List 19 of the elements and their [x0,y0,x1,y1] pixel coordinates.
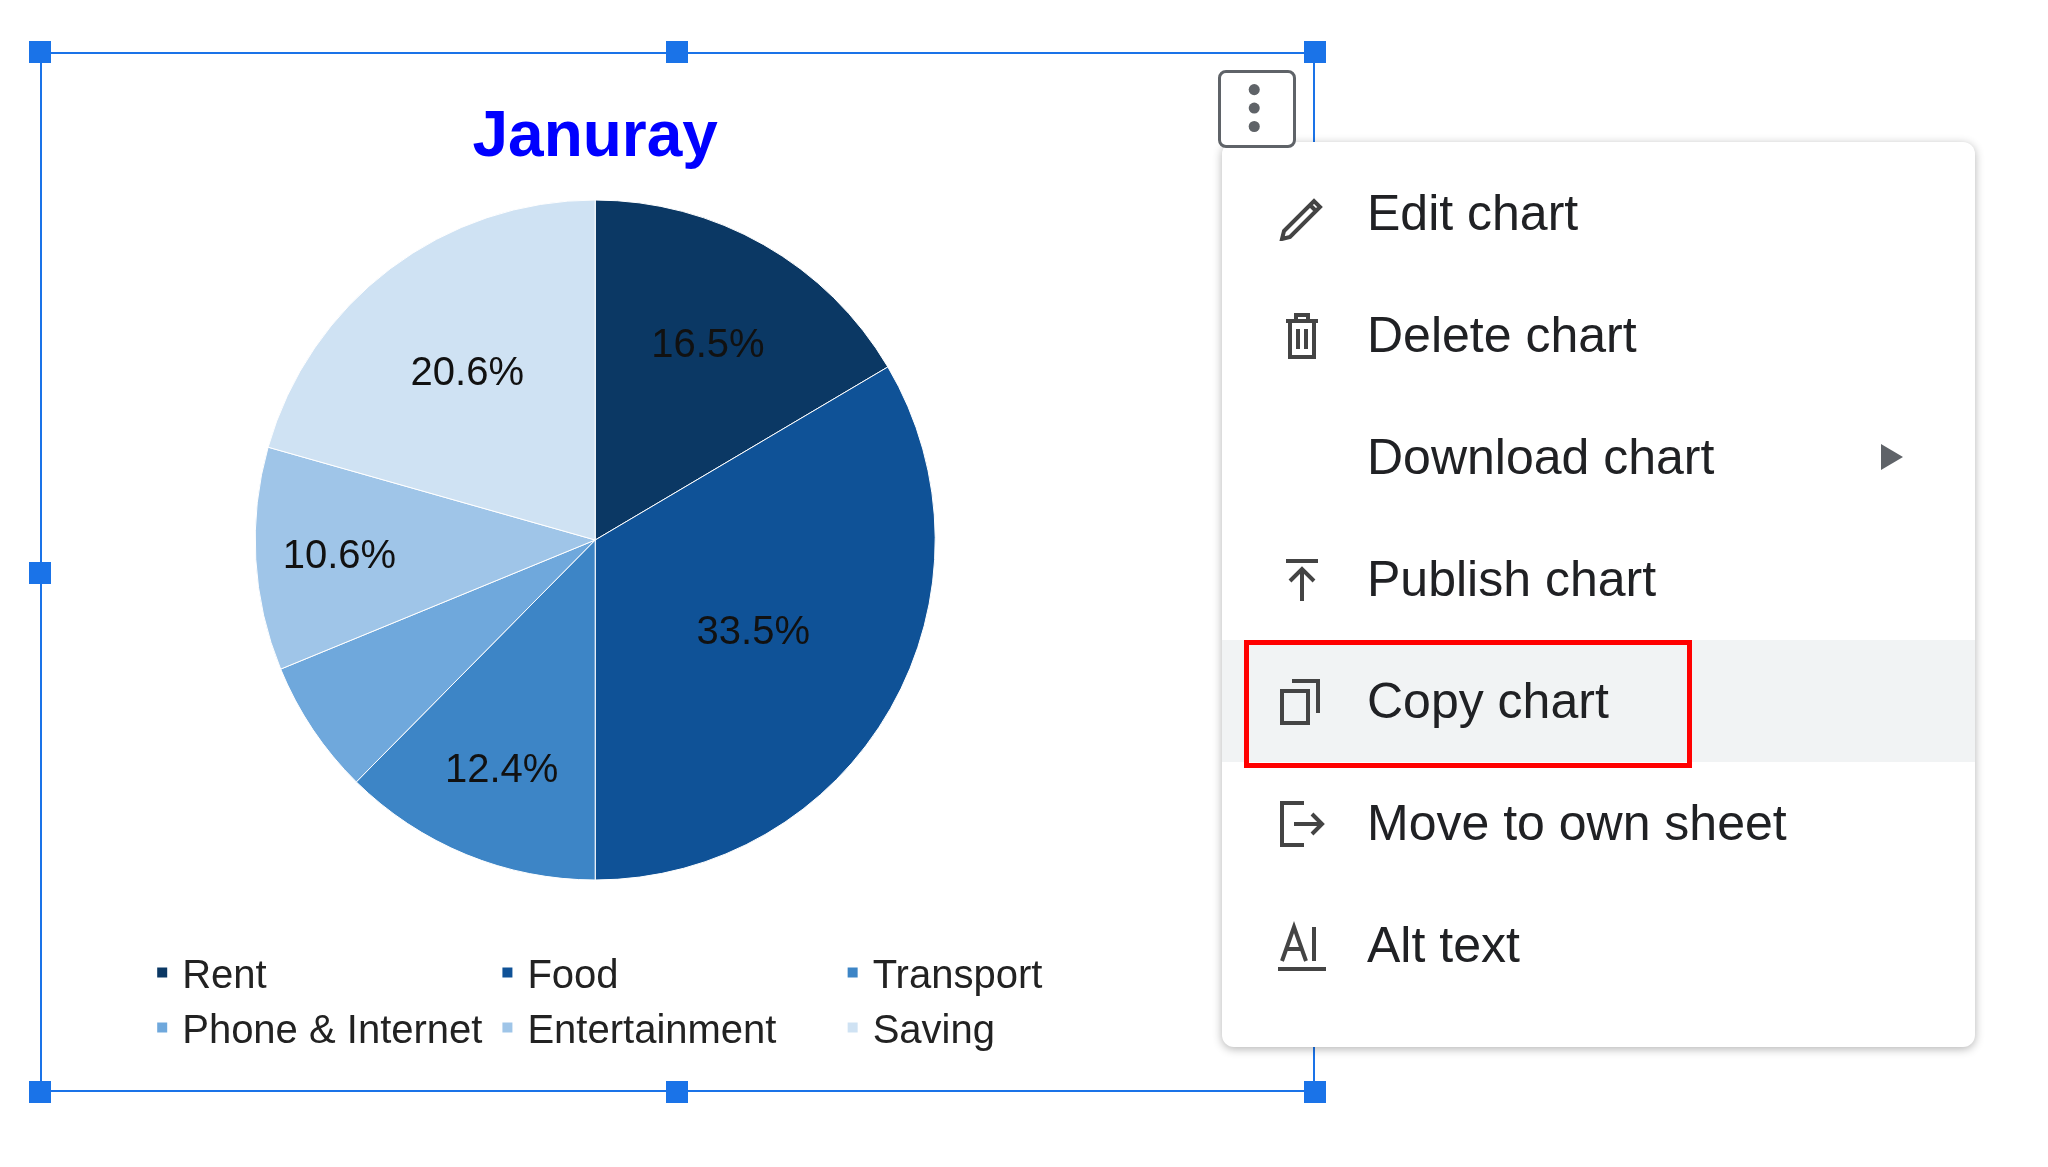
legend-label: Phone & Internet [182,1007,483,1052]
data-label: 16.5% [651,320,765,365]
text: Delete chart [1367,306,1637,364]
text: Alt text [1367,916,1520,974]
data-label: 12.4% [444,745,559,790]
legend-label: Saving [872,1007,995,1052]
chart-title: Januray [472,97,719,170]
text: Move to own sheet [1367,794,1787,852]
text: Edit chart [1367,184,1579,242]
legend-label: Transport [872,952,1043,997]
legend-label: Food [527,952,619,997]
text: Publish chart [1367,550,1657,608]
data-label: 20.6% [410,348,525,393]
text: Copy chart [1367,672,1609,730]
text: Download chart [1367,428,1715,486]
legend-label: Rent [182,952,267,997]
legend-label: Entertainment [527,1007,777,1052]
data-label: 33.5% [696,608,810,653]
data-label: 10.6% [282,532,397,577]
